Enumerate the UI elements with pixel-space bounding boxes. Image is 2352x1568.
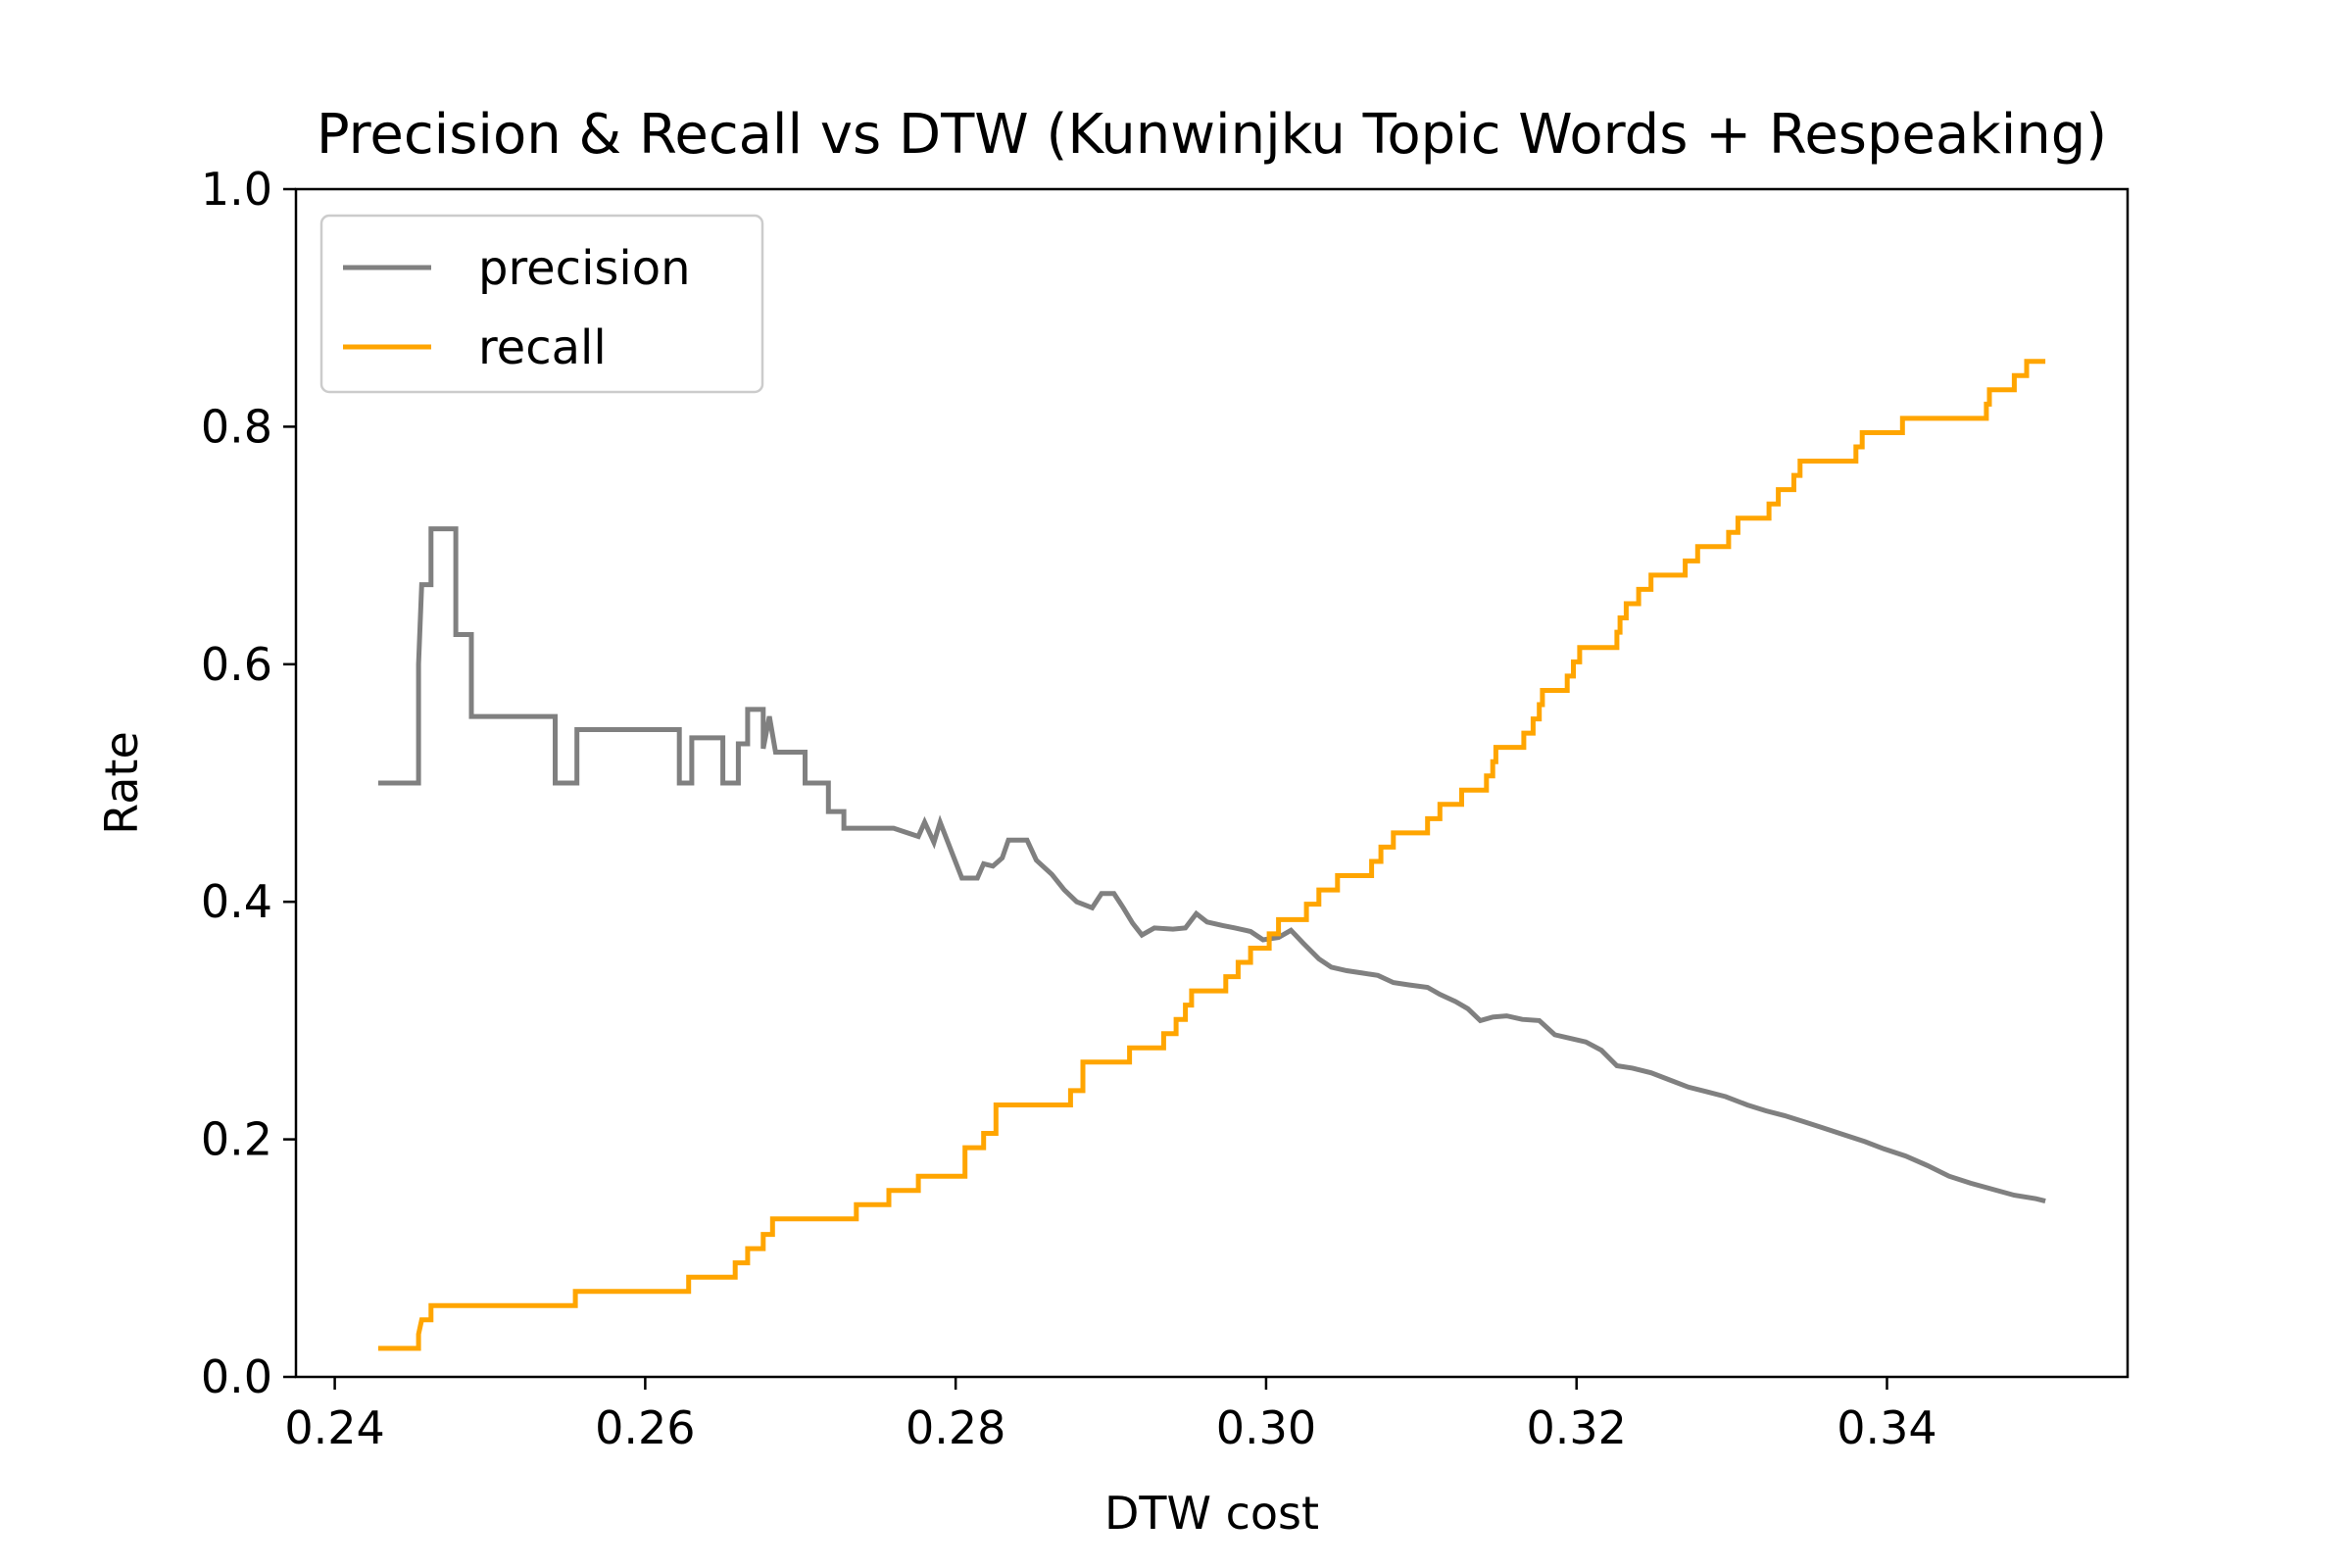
chart-title: Precision & Recall vs DTW (Kunwinjku Top…: [317, 103, 2107, 167]
y-tick-label: 0.8: [201, 400, 272, 453]
y-tick-label: 1.0: [201, 163, 272, 216]
legend-label-recall: recall: [478, 320, 607, 375]
series-line-recall: [377, 359, 2046, 1351]
x-tick-label: 0.26: [595, 1401, 695, 1454]
plot-frame: [294, 187, 2130, 1379]
y-tick-label: 0.2: [201, 1113, 272, 1166]
y-tick-label: 0.4: [201, 875, 272, 928]
x-axis-label: DTW cost: [1104, 1487, 1319, 1540]
x-tick-label: 0.34: [1837, 1401, 1936, 1454]
x-tick-label: 0.24: [284, 1401, 384, 1454]
x-tick-label: 0.28: [906, 1401, 1005, 1454]
y-tick-label: 0.6: [201, 638, 272, 691]
y-axis: 0.0 0.2 0.4 0.6 0.8 1.0: [201, 163, 296, 1403]
series-layer: [377, 359, 2046, 1351]
series-line-precision: [377, 526, 2046, 1204]
legend: precision recall: [319, 214, 764, 394]
y-axis-label: Rate: [95, 731, 148, 834]
x-tick-label: 0.30: [1216, 1401, 1316, 1454]
x-axis: 0.24 0.26 0.28 0.30 0.32 0.34: [284, 1377, 1937, 1454]
legend-label-precision: precision: [478, 241, 691, 296]
x-tick-label: 0.32: [1527, 1401, 1627, 1454]
legend-box: [319, 214, 764, 394]
y-tick-label: 0.0: [201, 1350, 272, 1403]
